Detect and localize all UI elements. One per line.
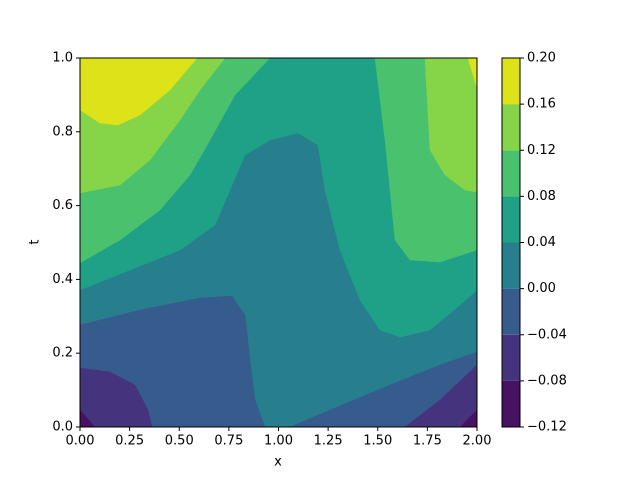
colorbar-band bbox=[502, 196, 520, 243]
colorbar-tick-label: 0.12 bbox=[527, 143, 556, 158]
colorbar-band bbox=[502, 104, 520, 151]
colorbar-band bbox=[502, 58, 520, 105]
x-tick-label: 0.25 bbox=[115, 434, 144, 449]
colorbar-tick-label: 0.04 bbox=[527, 235, 556, 250]
colorbar-band bbox=[502, 380, 520, 427]
x-axis-label: x bbox=[274, 455, 282, 470]
colorbar-band bbox=[502, 288, 520, 335]
y-tick-label: 0.6 bbox=[52, 198, 73, 213]
y-tick-label: 0.4 bbox=[52, 272, 73, 287]
colorbar-tick-label: 0.16 bbox=[527, 97, 556, 112]
y-tick-label: 0.0 bbox=[52, 420, 73, 435]
x-tick-label: 0.50 bbox=[165, 434, 194, 449]
x-tick-label: 0.00 bbox=[66, 434, 95, 449]
colorbar-tick-label: −0.08 bbox=[527, 373, 567, 388]
y-tick-label: 0.8 bbox=[52, 124, 73, 139]
x-tick-label: 2.00 bbox=[463, 434, 492, 449]
colorbar-tick-label: −0.12 bbox=[527, 420, 567, 435]
colorbar-tick-label: 0.08 bbox=[527, 189, 556, 204]
colorbar-tick-label: −0.04 bbox=[527, 327, 567, 342]
x-tick-label: 1.50 bbox=[363, 434, 392, 449]
x-tick-label: 1.00 bbox=[264, 434, 293, 449]
x-tick-label: 1.75 bbox=[413, 434, 442, 449]
colorbar-tick-label: 0.00 bbox=[527, 281, 556, 296]
colorbar-band bbox=[502, 150, 520, 197]
y-axis-label: t bbox=[28, 239, 43, 244]
x-tick-label: 0.75 bbox=[214, 434, 243, 449]
x-tick-label: 1.25 bbox=[314, 434, 343, 449]
colorbar-band bbox=[502, 242, 520, 289]
colorbar-tick-label: 0.20 bbox=[527, 51, 556, 66]
colorbar-band bbox=[502, 334, 520, 381]
y-tick-label: 0.2 bbox=[52, 346, 73, 361]
y-tick-label: 1.0 bbox=[52, 51, 73, 66]
